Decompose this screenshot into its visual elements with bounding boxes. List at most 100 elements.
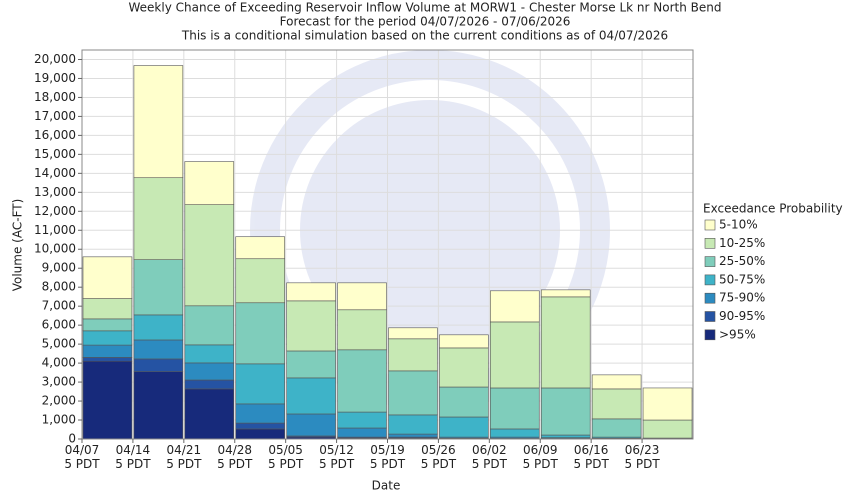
bar-segment <box>540 387 591 436</box>
x-axis-label: Date <box>372 479 401 493</box>
x-tick-label: 05/12 5 PDT <box>318 443 355 471</box>
bar-segment <box>82 357 133 362</box>
bar-segment <box>235 422 285 430</box>
legend-swatch <box>704 219 716 231</box>
legend-label: 90-95% <box>719 309 765 323</box>
y-tick-label: 17,000 <box>34 109 76 123</box>
bar-segment <box>286 282 336 302</box>
x-tick-label: 04/14 5 PDT <box>115 443 151 471</box>
bar-segment <box>286 377 336 415</box>
bar-segment <box>591 374 642 390</box>
bar-segment <box>439 386 489 418</box>
legend-label: >95% <box>719 327 756 341</box>
bar-segment <box>388 338 438 372</box>
bar-segment <box>490 387 540 430</box>
chart-subtitle: This is a conditional simulation based o… <box>181 29 668 43</box>
y-tick-label: 9,000 <box>42 261 76 275</box>
bar-segment <box>235 302 285 365</box>
x-tick-label: 05/19 5 PDT <box>369 443 406 471</box>
chart-title: Weekly Chance of Exceeding Reservoir Inf… <box>129 1 722 15</box>
x-tick-label: 06/02 5 PDT <box>471 443 507 471</box>
bar-segment <box>540 434 591 438</box>
x-tick-label: 06/09 5 PDT <box>522 443 558 471</box>
x-tick-label: 04/28 5 PDT <box>217 443 253 471</box>
bar-segment <box>82 256 133 299</box>
bar-segment <box>82 344 133 358</box>
bar-segment <box>133 358 184 372</box>
bar-segment <box>82 318 133 332</box>
bar-segment <box>184 362 235 381</box>
y-axis-label: Volume (AC-FT) <box>11 199 25 292</box>
legend-swatch <box>704 256 716 267</box>
bar-segment <box>591 388 642 420</box>
y-tick-label: 19,000 <box>34 71 76 85</box>
legend-swatch <box>704 329 716 341</box>
x-tick-label: 06/16 5 PDT <box>573 443 609 471</box>
bar-segment <box>133 314 184 341</box>
bar-segment <box>337 427 387 438</box>
y-tick-label: 20,000 <box>34 52 76 66</box>
bar-segment <box>642 387 693 421</box>
legend-swatch <box>704 238 716 249</box>
bar-segment <box>286 300 336 352</box>
y-tick-label: 15,000 <box>34 147 76 161</box>
bar-segment <box>235 236 285 260</box>
bar-segment <box>286 413 336 437</box>
legend-swatch <box>704 274 716 286</box>
y-tick-label: 12,000 <box>34 204 76 218</box>
bar-segment <box>540 296 591 389</box>
bar-segment <box>82 330 133 346</box>
bar-segment <box>184 161 235 205</box>
bar-segment <box>184 305 235 346</box>
bar-segment <box>388 370 438 416</box>
bar-segment <box>133 371 184 440</box>
legend-label: 10-25% <box>719 236 765 250</box>
bar-segment <box>540 289 591 298</box>
legend-label: 25-50% <box>719 254 765 268</box>
bar-segment <box>82 360 133 440</box>
bar-segment <box>184 344 235 364</box>
legend-swatch <box>704 311 716 322</box>
y-tick-label: 8,000 <box>42 280 76 294</box>
bar-segment <box>337 309 387 351</box>
chart-subtitle: Forecast for the period 04/07/2026 - 07/… <box>280 15 571 29</box>
y-tick-label: 1,000 <box>42 413 76 427</box>
bar-segment <box>184 204 235 307</box>
y-tick-label: 16,000 <box>34 128 76 142</box>
x-tick-label: 04/21 5 PDT <box>166 443 202 471</box>
legend-title: Exceedance Probability <box>703 202 843 216</box>
y-tick-label: 3,000 <box>42 375 76 389</box>
legend-label: 5-10% <box>719 218 758 232</box>
bar-segment <box>388 327 438 340</box>
bar-segment <box>388 414 438 435</box>
bar-segment <box>184 388 235 440</box>
bar-segment <box>490 321 540 389</box>
bar-segment <box>642 419 693 439</box>
legend-label: 50-75% <box>719 272 765 286</box>
y-tick-label: 7,000 <box>42 299 76 313</box>
bar-segment <box>337 282 387 311</box>
bar-segment <box>133 259 184 316</box>
bar-segment <box>286 350 336 379</box>
x-tick-label: 06/23 5 PDT <box>624 443 660 471</box>
bar-segment <box>490 428 540 438</box>
y-tick-label: 6,000 <box>42 318 76 332</box>
bar-segment <box>133 65 184 179</box>
y-tick-label: 11,000 <box>34 223 76 237</box>
bar-segment <box>133 177 184 260</box>
bar-segment <box>439 416 489 438</box>
y-tick-label: 5,000 <box>42 337 76 351</box>
bar-segment <box>82 298 133 320</box>
x-tick-label: 04/07 5 PDT <box>64 443 100 471</box>
y-tick-label: 4,000 <box>42 356 76 370</box>
bar-segment <box>337 411 387 429</box>
legend-label: 75-90% <box>719 291 765 305</box>
y-tick-label: 18,000 <box>34 90 76 104</box>
x-tick-label: 05/26 5 PDT <box>420 443 457 471</box>
legend-swatch <box>704 292 716 304</box>
bar-segment <box>388 433 438 438</box>
y-tick-label: 13,000 <box>34 185 76 199</box>
bar-segment <box>591 418 642 438</box>
